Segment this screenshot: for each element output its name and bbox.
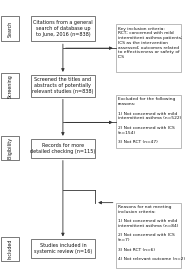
Text: Reasons for not meeting
inclusion criteria:

1) Not concerned with mild
intermit: Reasons for not meeting inclusion criter…: [118, 205, 185, 261]
Text: Records for more
detailed checking (n=115): Records for more detailed checking (n=11…: [30, 143, 95, 154]
FancyBboxPatch shape: [31, 139, 95, 158]
Text: Excluded for the following
reasons:

1) Not concerned with mild
intermittent ast: Excluded for the following reasons: 1) N…: [118, 97, 181, 144]
FancyBboxPatch shape: [31, 75, 95, 97]
Text: Key inclusion criteria:
RCT; concerned with mild
intermittent asthma patients;
I: Key inclusion criteria: RCT; concerned w…: [118, 27, 182, 59]
Text: Screened the titles and
abstracts of potentially
relevant studies (n=838): Screened the titles and abstracts of pot…: [32, 77, 94, 94]
FancyBboxPatch shape: [116, 24, 181, 72]
FancyBboxPatch shape: [116, 203, 181, 268]
Text: Screening: Screening: [8, 74, 13, 98]
Text: Eligibility: Eligibility: [8, 137, 13, 159]
Text: Citations from a general
search of database up
to June, 2016 (n=838): Citations from a general search of datab…: [33, 20, 93, 37]
FancyBboxPatch shape: [31, 239, 95, 258]
FancyBboxPatch shape: [116, 95, 181, 148]
Text: Included: Included: [8, 239, 13, 259]
FancyBboxPatch shape: [1, 16, 19, 41]
FancyBboxPatch shape: [1, 73, 19, 98]
FancyBboxPatch shape: [1, 136, 19, 160]
FancyBboxPatch shape: [31, 16, 95, 41]
FancyBboxPatch shape: [1, 237, 19, 261]
Text: Search: Search: [8, 20, 13, 37]
Text: Studies included in
systemic review (n=16): Studies included in systemic review (n=1…: [34, 243, 92, 255]
